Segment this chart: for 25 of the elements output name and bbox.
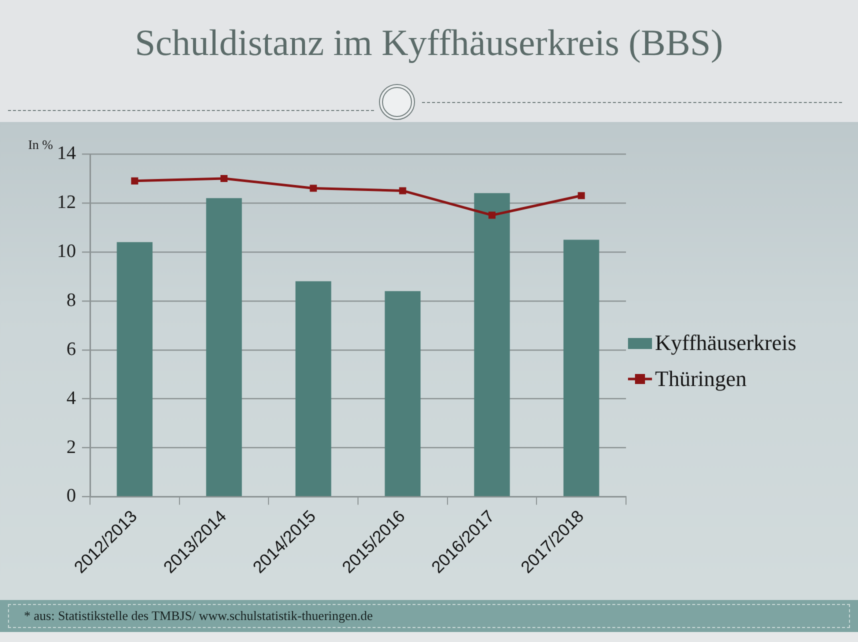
point xyxy=(399,187,406,194)
point xyxy=(310,184,317,192)
bar xyxy=(116,242,153,496)
bar xyxy=(474,193,510,496)
chart-title: Schuldistanz im Kyffhäuserkreis (BBS) xyxy=(134,22,724,65)
bar xyxy=(206,198,242,496)
point xyxy=(131,177,138,184)
y-tick-label: 4 xyxy=(66,388,76,409)
y-tick-label: 14 xyxy=(57,142,76,164)
y-tick-label: 12 xyxy=(57,192,76,213)
bar xyxy=(563,240,600,496)
point xyxy=(488,212,496,219)
text: * aus: Statistikstelle des TMBJS/ www.schulstatistik-thueringen.de xyxy=(24,608,373,624)
bar xyxy=(295,281,332,496)
y-tick-label: 0 xyxy=(66,486,76,507)
y-tick-label: 10 xyxy=(57,240,76,262)
legend-label: Kyffhäuserkreis xyxy=(655,330,796,355)
y-axis-title: In % xyxy=(28,136,54,152)
bar xyxy=(384,291,421,496)
y-tick-label: 8 xyxy=(66,290,76,311)
point xyxy=(220,174,228,182)
point xyxy=(578,192,585,200)
y-tick-label: 6 xyxy=(66,338,76,360)
y-tick-label: 2 xyxy=(66,436,76,458)
legend-label: Thüringen xyxy=(655,366,747,391)
